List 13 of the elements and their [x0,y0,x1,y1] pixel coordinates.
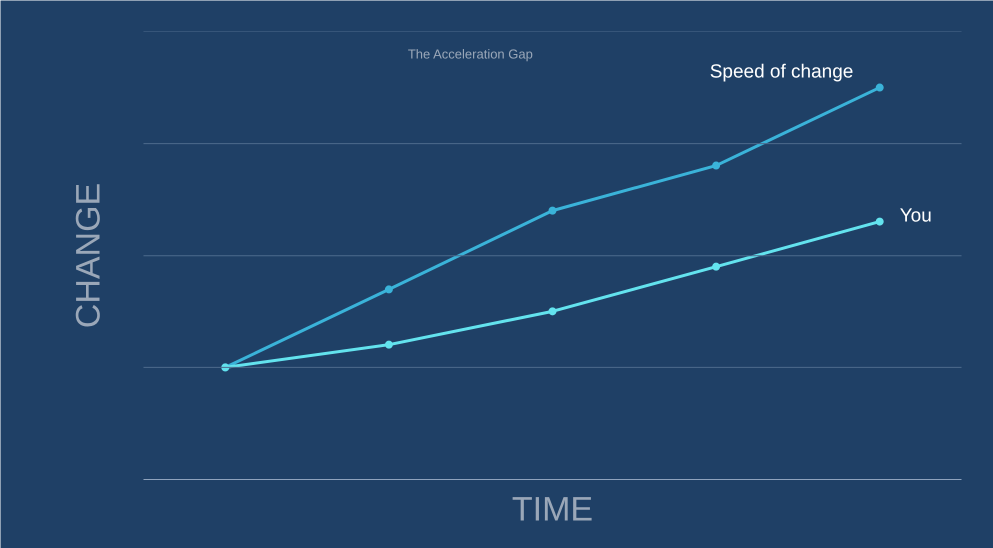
x-axis-title: TIME [512,490,594,528]
point [548,206,556,215]
series-label: Speed of change [710,62,854,83]
series-label: You [900,206,932,227]
point [876,218,884,226]
point [548,307,556,316]
point [384,340,393,349]
chart-title: The Acceleration Gap [408,46,533,62]
y-axis-title: CHANGE [70,182,108,328]
point [712,262,720,271]
point [876,84,884,92]
point [712,162,720,170]
point [384,285,393,294]
